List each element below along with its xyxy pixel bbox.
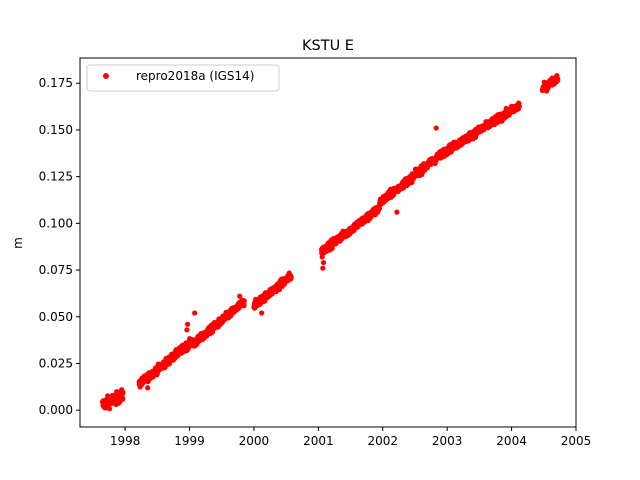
- y-tick-label: 0.125: [39, 170, 73, 184]
- data-point: [120, 396, 126, 402]
- y-tick-label: 0.000: [39, 403, 73, 417]
- x-tick-label: 2001: [303, 434, 334, 448]
- data-point: [320, 265, 326, 271]
- x-tick-label: 2000: [239, 434, 270, 448]
- x-axis: 1998 1999 2000 2001 2002 2003 2004 2005: [110, 427, 591, 448]
- legend: repro2018a (IGS14): [86, 64, 280, 92]
- chart-title: KSTU E: [302, 38, 354, 54]
- data-point: [241, 303, 247, 309]
- data-point: [320, 259, 327, 266]
- data-point: [192, 310, 198, 316]
- y-tick-label: 0.025: [39, 356, 73, 370]
- x-tick-label: 2005: [561, 434, 592, 448]
- y-tick-label: 0.150: [39, 123, 73, 137]
- data-point: [145, 385, 151, 391]
- y-axis-label: m: [11, 237, 25, 249]
- data-point: [241, 298, 247, 304]
- y-tick-label: 0.075: [39, 263, 73, 277]
- y-axis: 0.000 0.025 0.050 0.075 0.100 0.125 0.150 0.175: [39, 76, 80, 417]
- y-tick-label: 0.050: [39, 310, 73, 324]
- plot-frame: [79, 57, 577, 428]
- data-point: [184, 327, 190, 333]
- x-tick-label: 2003: [432, 434, 463, 448]
- data-point: [516, 103, 522, 109]
- data-point: [319, 254, 325, 260]
- data-points: [99, 73, 561, 412]
- y-tick-label: 0.175: [39, 76, 73, 90]
- legend-box: [86, 64, 280, 92]
- data-point: [288, 274, 294, 280]
- data-point: [433, 125, 439, 131]
- x-tick-label: 2004: [496, 434, 527, 448]
- data-point: [394, 209, 400, 215]
- legend-label: repro2018a (IGS14): [136, 69, 254, 83]
- data-point: [237, 293, 243, 299]
- data-point: [120, 389, 126, 395]
- x-tick-label: 2002: [367, 434, 398, 448]
- x-tick-label: 1999: [174, 434, 205, 448]
- data-point: [259, 310, 265, 316]
- x-tick-label: 1998: [110, 434, 141, 448]
- y-tick-label: 0.100: [39, 216, 73, 230]
- data-point: [555, 77, 561, 83]
- legend-marker: [103, 73, 109, 79]
- data-point: [184, 321, 191, 327]
- data-point: [107, 406, 113, 412]
